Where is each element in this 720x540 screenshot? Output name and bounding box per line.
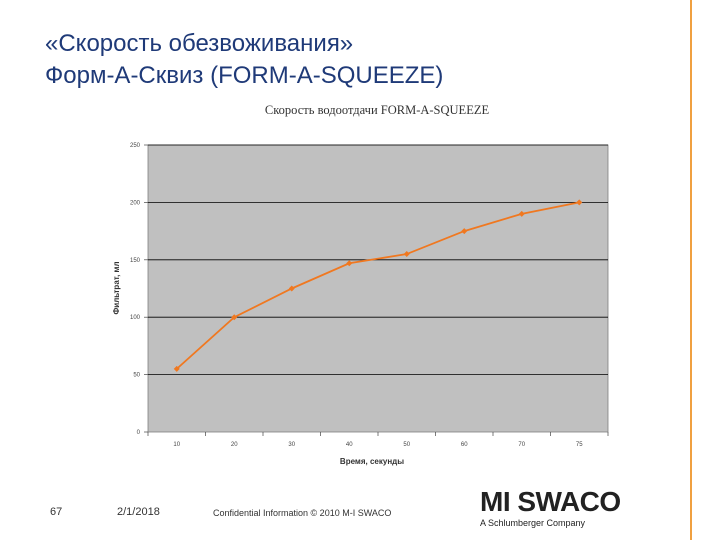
x-tick-label: 50 [403,442,410,448]
page-number: 67 [50,506,63,518]
plot-background [147,144,609,433]
logo-brand: MI SWACO [480,486,621,517]
company-logo: MI SWACO A Schlumberger Company [480,488,650,532]
plot-area: 0 50 100 150 200 250 10 20 30 40 50 60 70 75 [130,143,609,448]
data-point [346,260,353,267]
slide-title: «Скорость обезвоживания» Форм-А-Сквиз (F… [45,28,665,92]
y-axis-label: Фильтрат, мл [112,261,121,314]
data-point [461,228,468,235]
y-tick-label: 200 [130,200,141,206]
x-tick-label: 40 [346,442,353,448]
accent-stripe [690,0,692,540]
y-tick-label: 0 [137,430,141,436]
y-tick-label: 50 [133,373,140,379]
x-tick-label: 30 [288,442,295,448]
data-point [576,199,583,206]
x-axis-label: Время, секунды [340,457,404,466]
logo-tagline: A Schlumberger Company [480,518,586,528]
y-tick-label: 100 [130,315,141,321]
data-point [518,210,525,217]
slide-title-line-1: «Скорость обезвоживания» [45,30,354,57]
x-tick-label: 70 [518,442,525,448]
x-tick-label: 20 [231,442,238,448]
confidential-notice: Confidential Information © 2010 M-I SWAC… [213,508,392,518]
data-point [173,365,180,372]
footer-date: 2/1/2018 [117,506,160,518]
chart-container: Скорость водоотдачи FORM-A-SQUEEZE 0 50 10… [105,100,625,470]
y-tick-label: 250 [130,143,141,149]
x-tick-label: 75 [576,442,583,448]
y-tick-label: 150 [130,258,141,264]
slide-title-line-2: Форм-А-Сквиз (FORM-A-SQUEEZE) [45,62,444,89]
data-point [231,314,238,321]
data-point [403,251,410,258]
data-point [288,285,295,292]
x-tick-label: 60 [461,442,468,448]
line-chart: Скорость водоотдачи FORM-A-SQUEEZE 0 50 10… [112,103,609,466]
x-tick-label: 10 [173,442,180,448]
series-line [176,201,580,370]
chart-title: Скорость водоотдачи FORM-A-SQUEEZE [265,103,490,117]
